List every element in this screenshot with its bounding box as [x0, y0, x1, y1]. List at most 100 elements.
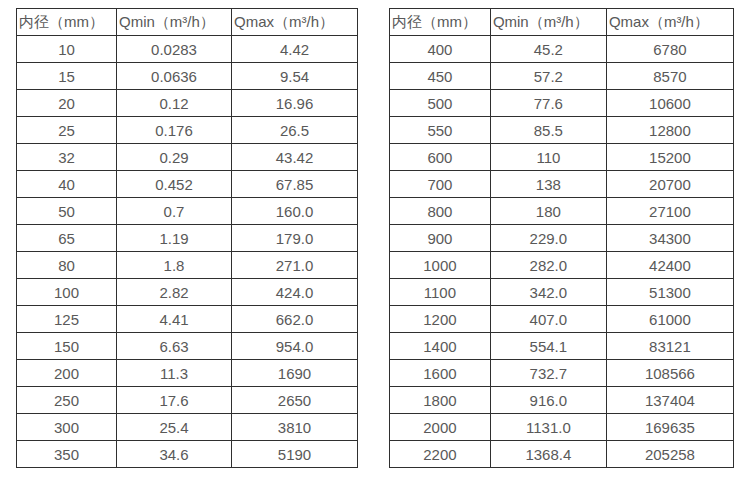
table-cell: 125 — [17, 306, 117, 333]
table-cell: 25 — [17, 117, 117, 144]
table-cell: 26.5 — [232, 117, 358, 144]
table-cell: 900 — [390, 225, 491, 252]
column-header: Qmin（m³/h） — [490, 9, 606, 36]
table-cell: 500 — [390, 90, 491, 117]
table-cell: 1000 — [390, 252, 491, 279]
table-cell: 85.5 — [490, 117, 606, 144]
table-cell: 6.63 — [117, 333, 232, 360]
table-cell: 17.6 — [117, 387, 232, 414]
table-cell: 32 — [17, 144, 117, 171]
table-cell: 1600 — [390, 360, 491, 387]
table-row: 1506.63954.0 — [17, 333, 358, 360]
table-cell: 0.7 — [117, 198, 232, 225]
table-cell: 6780 — [606, 36, 733, 63]
table-row: 55085.512800 — [390, 117, 734, 144]
table-cell: 2000 — [390, 414, 491, 441]
table-cell: 300 — [17, 414, 117, 441]
table-row: 80018027100 — [390, 198, 734, 225]
table-cell: 42400 — [606, 252, 733, 279]
table-row: 70013820700 — [390, 171, 734, 198]
table-cell: 0.29 — [117, 144, 232, 171]
table-cell: 20700 — [606, 171, 733, 198]
table-cell: 137404 — [606, 387, 733, 414]
table-cell: 1.8 — [117, 252, 232, 279]
table-row: 45057.28570 — [390, 63, 734, 90]
table-cell: 169635 — [606, 414, 733, 441]
table-cell: 916.0 — [490, 387, 606, 414]
header-row: 内径（mm）Qmin（m³/h）Qmax（m³/h） — [17, 9, 358, 36]
table-cell: 554.1 — [490, 333, 606, 360]
table-cell: 4.42 — [232, 36, 358, 63]
flow-meter-spec-page: 内径（mm）Qmin（m³/h）Qmax（m³/h）100.02834.4215… — [0, 0, 750, 483]
flow-meter-table-large-diameters: 内径（mm）Qmin（m³/h）Qmax（m³/h）40045.26780450… — [389, 8, 734, 468]
table-cell: 424.0 — [232, 279, 358, 306]
table-cell: 20 — [17, 90, 117, 117]
table-cell: 1100 — [390, 279, 491, 306]
table-row: 60011015200 — [390, 144, 734, 171]
table-cell: 400 — [390, 36, 491, 63]
table-cell: 550 — [390, 117, 491, 144]
column-header: Qmin（m³/h） — [117, 9, 232, 36]
table-cell: 600 — [390, 144, 491, 171]
table-cell: 65 — [17, 225, 117, 252]
table-row: 801.8271.0 — [17, 252, 358, 279]
table-cell: 350 — [17, 441, 117, 468]
table-cell: 150 — [17, 333, 117, 360]
table-cell: 50 — [17, 198, 117, 225]
table-row: 1254.41662.0 — [17, 306, 358, 333]
table-cell: 0.12 — [117, 90, 232, 117]
table-cell: 180 — [490, 198, 606, 225]
table-cell: 1400 — [390, 333, 491, 360]
table-cell: 34.6 — [117, 441, 232, 468]
table-row: 1002.82424.0 — [17, 279, 358, 306]
column-header: 内径（mm） — [17, 9, 117, 36]
table-cell: 27100 — [606, 198, 733, 225]
table-cell: 732.7 — [490, 360, 606, 387]
table-cell: 1200 — [390, 306, 491, 333]
table-cell: 954.0 — [232, 333, 358, 360]
table-cell: 1690 — [232, 360, 358, 387]
table-cell: 3810 — [232, 414, 358, 441]
table-cell: 0.0283 — [117, 36, 232, 63]
table-cell: 0.176 — [117, 117, 232, 144]
header-row: 内径（mm）Qmin（m³/h）Qmax（m³/h） — [390, 9, 734, 36]
table-row: 1600732.7108566 — [390, 360, 734, 387]
table-cell: 11.3 — [117, 360, 232, 387]
table-row: 25017.62650 — [17, 387, 358, 414]
table-row: 250.17626.5 — [17, 117, 358, 144]
table-row: 1200407.061000 — [390, 306, 734, 333]
table-cell: 2650 — [232, 387, 358, 414]
column-header: Qmax（m³/h） — [606, 9, 733, 36]
table-cell: 67.85 — [232, 171, 358, 198]
table-cell: 0.452 — [117, 171, 232, 198]
table-row: 50077.610600 — [390, 90, 734, 117]
flow-meter-table-small-diameters: 内径（mm）Qmin（m³/h）Qmax（m³/h）100.02834.4215… — [16, 8, 358, 468]
column-header: Qmax（m³/h） — [232, 9, 358, 36]
table-cell: 229.0 — [490, 225, 606, 252]
table-cell: 61000 — [606, 306, 733, 333]
table-row: 1100342.051300 — [390, 279, 734, 306]
table-row: 40045.26780 — [390, 36, 734, 63]
table-row: 20001131.0169635 — [390, 414, 734, 441]
table-row: 200.1216.96 — [17, 90, 358, 117]
table-cell: 250 — [17, 387, 117, 414]
table-cell: 80 — [17, 252, 117, 279]
table-row: 400.45267.85 — [17, 171, 358, 198]
table-cell: 25.4 — [117, 414, 232, 441]
table-cell: 0.0636 — [117, 63, 232, 90]
table-cell: 5190 — [232, 441, 358, 468]
table-cell: 15200 — [606, 144, 733, 171]
table-cell: 43.42 — [232, 144, 358, 171]
table-row: 150.06369.54 — [17, 63, 358, 90]
table-row: 1800916.0137404 — [390, 387, 734, 414]
table-cell: 51300 — [606, 279, 733, 306]
table-cell: 1800 — [390, 387, 491, 414]
table-cell: 2200 — [390, 441, 491, 468]
table-cell: 8570 — [606, 63, 733, 90]
column-header: 内径（mm） — [390, 9, 491, 36]
table-cell: 77.6 — [490, 90, 606, 117]
table-cell: 450 — [390, 63, 491, 90]
table-cell: 108566 — [606, 360, 733, 387]
table-cell: 282.0 — [490, 252, 606, 279]
table-cell: 179.0 — [232, 225, 358, 252]
